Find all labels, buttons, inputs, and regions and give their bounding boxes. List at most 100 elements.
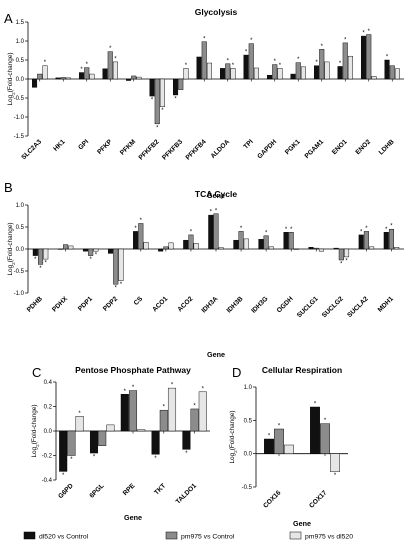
bar [243,54,249,80]
bar [201,41,207,80]
significance-marker: * [156,125,159,131]
bar [225,63,231,80]
significance-marker: * [340,262,343,268]
bar [283,232,289,250]
legend-label: pm975 vs dl520 [305,534,353,541]
bar [89,73,95,80]
x-tick-label: COX17 [308,489,328,509]
y-tick-label: -0.4 [42,478,53,484]
y-tick-label: 0.0 [44,429,53,435]
x-axis-label: Gene [207,350,225,359]
bar [248,43,254,80]
significance-marker: * [114,56,117,62]
bar [337,66,343,80]
y-axis-label: Log2(Fold-change) [229,410,238,463]
significance-marker: * [95,253,98,259]
bar [190,408,199,432]
bar [42,65,48,80]
y-tick-label: 0.5 [244,418,253,424]
y-tick-label: -0.5 [242,485,253,491]
significance-marker: * [385,227,388,233]
legend: dl520 vs Control pm975 vs Control pm975 vs… [23,531,353,541]
significance-marker: * [193,403,196,409]
significance-marker: * [185,451,188,457]
bar [138,223,144,250]
y-tick-label: -0.5 [14,269,25,275]
legend-label: pm975 vs Control [181,534,235,541]
bar [318,248,324,252]
significance-marker: * [344,37,347,43]
significance-marker: * [171,383,174,389]
significance-marker: * [124,389,127,395]
bar [333,247,339,250]
x-tick-label: PGAM1 [304,138,326,160]
y-tick-label: 0.4 [44,380,53,386]
bar [358,234,364,250]
bar [128,390,138,432]
bar [284,444,294,454]
bar [102,68,108,80]
significance-marker: * [134,226,137,232]
bar [319,49,325,80]
significance-marker: * [39,266,42,272]
legend-swatch [289,531,302,540]
y-tick-label: -1.0 [14,115,25,121]
chart-panel-d: D Cellular Respiration -0.5 0.0 0.5 1.0 Log2(F… [229,365,348,528]
y-tick-label: 1.0 [244,385,253,391]
x-tick-label: TKT [153,482,167,496]
significance-marker: * [132,385,135,391]
bar [60,77,66,80]
bar [43,248,49,260]
significance-marker: * [240,226,243,232]
bar [89,430,99,454]
chart-title: Glycolysis [195,7,238,17]
y-tick-label: -0.5 [14,96,25,102]
y-axis-label: Log2(Fold-change) [7,222,16,275]
y-tick-label: 0.0 [244,452,253,458]
chart-title: Cellular Respiration [262,365,342,375]
bar [361,35,367,80]
x-tick-label: PFKM [119,138,138,157]
significance-marker: * [245,50,248,56]
bar [384,59,390,80]
x-tick-label: SUCLG2 [321,295,345,319]
significance-marker: * [109,46,112,52]
x-tick-label: PDHX [51,295,69,313]
bar [32,78,38,88]
legend-swatch [165,531,178,540]
bar [253,67,259,80]
significance-marker: * [390,224,393,230]
bar [274,428,284,454]
y-axis-label: Log2(Fold-change) [7,52,16,105]
significance-marker: * [314,402,317,408]
significance-marker: * [45,261,48,267]
x-tick-label: GPI [77,138,90,151]
x-tick-label: RPE [122,482,137,497]
x-tick-label: PDP1 [77,295,94,312]
bar [88,248,94,256]
bar [308,247,314,250]
chart-panel-a: A Glycolysis -1.5 -1.0 -0.5 0.0 0.5 1.0 1.5 Log2(… [4,7,404,200]
bar [65,77,71,80]
x-tick-label: G6PD [57,482,75,500]
significance-marker: * [89,257,92,263]
significance-marker: * [274,59,277,65]
bar [67,430,76,456]
x-tick-label: COX16 [262,489,282,509]
bar [63,244,69,250]
x-axis-label: Gene [293,519,311,528]
x-tick-label: ALDOA [210,138,232,160]
chart-title: TCA Cycle [195,189,237,199]
bar [143,242,149,250]
significance-marker: * [297,57,300,63]
x-tick-label: ACO2 [176,295,194,313]
bar [84,67,90,80]
bar [133,231,139,250]
x-tick-label: PFKFB4 [185,138,208,161]
significance-marker: * [250,38,253,44]
bar [178,78,184,90]
significance-marker: * [154,456,157,462]
x-tick-label: HK1 [52,138,67,153]
x-tick-label: TALDO1 [175,482,198,505]
legend-swatch [23,531,36,540]
